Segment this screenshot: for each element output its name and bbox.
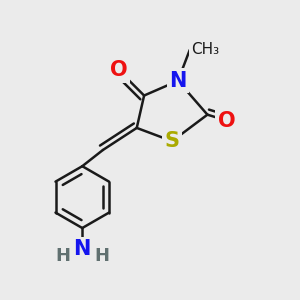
Text: O: O [110,61,128,80]
Text: N: N [74,239,91,259]
Text: O: O [218,111,236,130]
Text: H: H [94,247,109,265]
Text: H: H [56,247,70,265]
Text: S: S [165,131,180,151]
Text: N: N [169,71,187,91]
Text: CH₃: CH₃ [191,42,219,57]
